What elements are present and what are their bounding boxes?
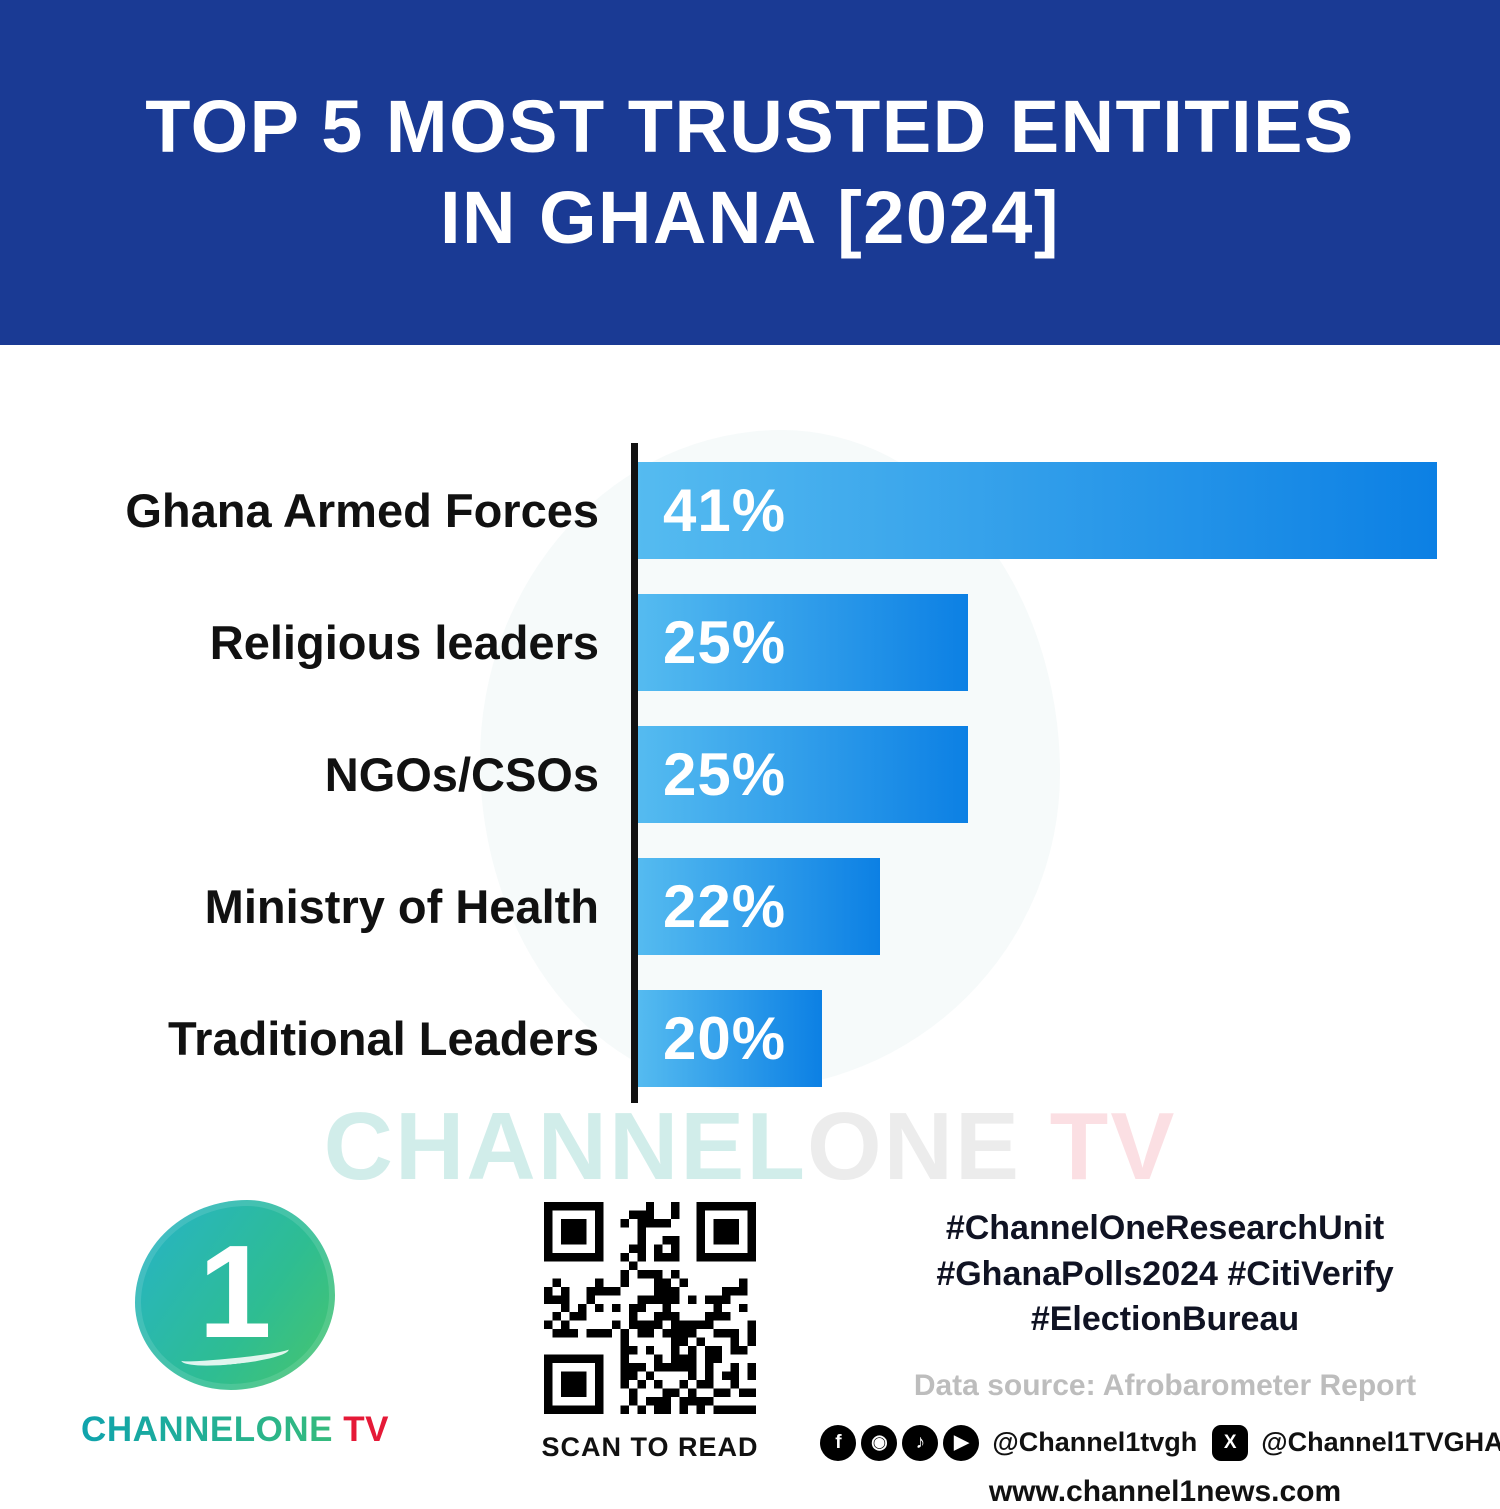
bar-row: Ministry of Health 22%: [0, 858, 1500, 955]
qr-caption: SCAN TO READ: [541, 1432, 759, 1462]
footer-logo-block: 1 CHANNELONE TV: [0, 1192, 470, 1482]
bar-row: NGOs/CSOs 25%: [0, 726, 1500, 823]
facebook-icon: f: [820, 1424, 857, 1461]
logo-wordmark: CHANNELONE TV: [81, 1410, 389, 1450]
watermark-part-channel: CHANNEL: [323, 1093, 807, 1200]
chart-axis-line: [631, 443, 638, 1103]
youtube-icon: ▶: [943, 1424, 980, 1461]
bar: 25%: [637, 726, 969, 823]
bar-category-label: Religious leaders: [209, 616, 599, 669]
bar-track: 25%: [637, 726, 1500, 823]
bar-value-label: 25%: [663, 609, 787, 676]
footer-qr-block: SCAN TO READ: [470, 1192, 830, 1482]
brand-channelone-text: CHANNELONE: [81, 1410, 333, 1449]
social-handle-1: @Channel1tvgh: [992, 1427, 1198, 1458]
bar: 22%: [637, 858, 881, 955]
bar-track: 41%: [637, 462, 1500, 559]
bar-value-label: 25%: [663, 741, 787, 808]
footer-info-block: #ChannelOneResearchUnit #GhanaPolls2024 …: [820, 1192, 1500, 1508]
bar-track: 22%: [637, 858, 1500, 955]
social-row: f ◉ ♪ ▶ @Channel1tvgh X @Channel1TVGHA: [820, 1424, 1500, 1461]
x-icon: X: [1212, 1424, 1249, 1461]
hashtag-line-3: #ElectionBureau: [1030, 1300, 1300, 1339]
social-icon-group: f ◉ ♪ ▶: [820, 1424, 980, 1461]
bar-category-label: Traditional Leaders: [168, 1012, 599, 1065]
bar-category-label: NGOs/CSOs: [324, 748, 599, 801]
bar-row: Traditional Leaders 20%: [0, 990, 1500, 1087]
bar-row: Religious leaders 25%: [0, 594, 1500, 691]
footer: 1 CHANNELONE TV SCAN TO READ #ChannelOne…: [0, 1192, 1500, 1508]
watermark-part-tv: TV: [1021, 1093, 1177, 1200]
bar-track: 25%: [637, 594, 1500, 691]
chart-rows-container: Ghana Armed Forces 41% Religious leaders 25…: [0, 462, 1500, 1087]
bar-chart: Ghana Armed Forces 41% Religious leaders 25…: [0, 443, 1500, 1103]
data-source-text: Data source: Afrobarometer Report: [913, 1368, 1417, 1402]
brand-tv-text: TV: [333, 1410, 389, 1449]
bar: 41%: [637, 462, 1437, 559]
bar-value-label: 41%: [663, 477, 787, 544]
tiktok-icon: ♪: [902, 1424, 939, 1461]
hashtag-line-2: #GhanaPolls2024 #CitiVerify: [936, 1254, 1394, 1293]
header-banner: TOP 5 MOST TRUSTED ENTITIES IN GHANA [20…: [0, 0, 1500, 345]
bar-category-label: Ministry of Health: [204, 880, 599, 933]
bar-row: Ghana Armed Forces 41%: [0, 462, 1500, 559]
hashtag-line-1: #ChannelOneResearchUnit: [945, 1209, 1385, 1247]
bar-value-label: 20%: [663, 1005, 787, 1072]
instagram-icon: ◉: [861, 1424, 898, 1461]
watermark-part-one: ONE: [806, 1093, 1021, 1200]
social-handle-2: @Channel1TVGHA: [1261, 1427, 1500, 1458]
website-url: www.channel1news.com: [988, 1474, 1342, 1508]
bar-track: 20%: [637, 990, 1500, 1087]
page-title-line2: IN GHANA [2024]: [439, 175, 1061, 259]
bar-value-label: 22%: [663, 873, 787, 940]
bar: 25%: [637, 594, 969, 691]
page-title-line1: TOP 5 MOST TRUSTED ENTITIES: [145, 85, 1355, 169]
channel-one-logo: 1: [135, 1200, 335, 1390]
bar-category-label: Ghana Armed Forces: [125, 484, 599, 537]
bar: 20%: [637, 990, 822, 1087]
channel-one-text-watermark: CHANNELONE TV: [0, 1092, 1500, 1202]
logo-numeral-1: 1: [198, 1218, 272, 1365]
qr-code: [544, 1202, 756, 1414]
